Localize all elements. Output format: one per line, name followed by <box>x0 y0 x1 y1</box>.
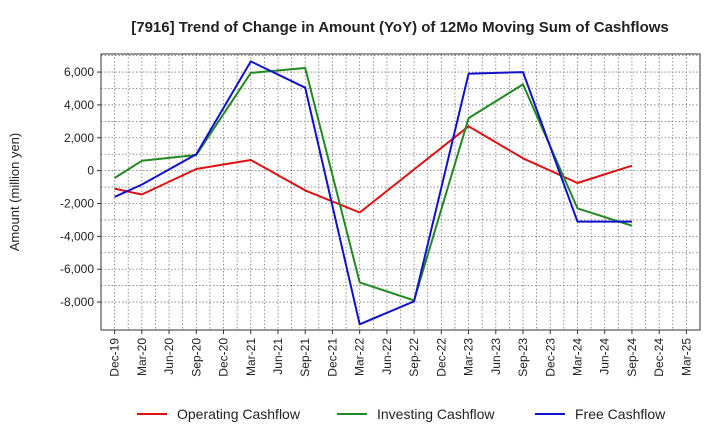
x-tick-label: Sep-24 <box>625 338 639 377</box>
x-tick-label: Jun-23 <box>489 338 503 375</box>
axis-ticks: -8,000 -6,000 -4,000 -2,000 0 2,000 4,000 6,000… <box>60 65 693 377</box>
y-tick-label: 6,000 <box>64 65 94 79</box>
x-tick-label: Dec-19 <box>108 338 122 377</box>
y-tick-label: -2,000 <box>60 197 94 211</box>
x-tick-label: Jun-24 <box>598 338 612 375</box>
x-tick-label: Jun-22 <box>380 338 394 375</box>
series-line <box>114 60 632 326</box>
legend-label: Investing Cashflow <box>377 406 495 422</box>
series-lines <box>114 60 633 326</box>
x-tick-label: Mar-23 <box>462 338 476 376</box>
y-axis-label: Amount (million yen) <box>7 133 22 252</box>
x-tick-label: Jun-21 <box>271 338 285 375</box>
legend-label: Free Cashflow <box>575 406 666 422</box>
x-tick-label: Mar-24 <box>570 338 584 376</box>
series-line <box>114 125 633 214</box>
x-tick-label: Dec-24 <box>652 338 666 377</box>
x-tick-label: Sep-23 <box>516 338 530 377</box>
x-tick-label: Mar-20 <box>135 338 149 376</box>
x-tick-label: Dec-23 <box>543 338 557 377</box>
chart-title: [7916] Trend of Change in Amount (YoY) o… <box>131 19 669 36</box>
grid-lines <box>101 54 700 330</box>
y-tick-label: 0 <box>87 164 94 178</box>
x-tick-label: Mar-21 <box>244 338 258 376</box>
x-tick-label: Sep-21 <box>298 338 312 377</box>
y-tick-label: -4,000 <box>60 229 94 243</box>
plot-frame <box>100 53 701 331</box>
y-tick-label: 2,000 <box>64 131 94 145</box>
legend-label: Operating Cashflow <box>177 406 301 422</box>
x-tick-label: Dec-20 <box>217 338 231 377</box>
x-tick-label: Jun-20 <box>162 338 176 375</box>
x-tick-label: Mar-22 <box>353 338 367 376</box>
x-tick-label: Sep-22 <box>407 338 421 377</box>
series-line <box>114 67 633 302</box>
y-tick-label: 4,000 <box>64 98 94 112</box>
y-tick-label: -6,000 <box>60 262 94 276</box>
legend: Operating Cashflow Investing Cashflow Free… <box>137 406 666 422</box>
x-tick-label: Sep-20 <box>189 338 203 377</box>
y-tick-label: -8,000 <box>60 295 94 309</box>
x-tick-label: Mar-25 <box>679 338 693 376</box>
x-tick-label: Dec-22 <box>434 338 448 377</box>
x-tick-label: Dec-21 <box>325 338 339 377</box>
